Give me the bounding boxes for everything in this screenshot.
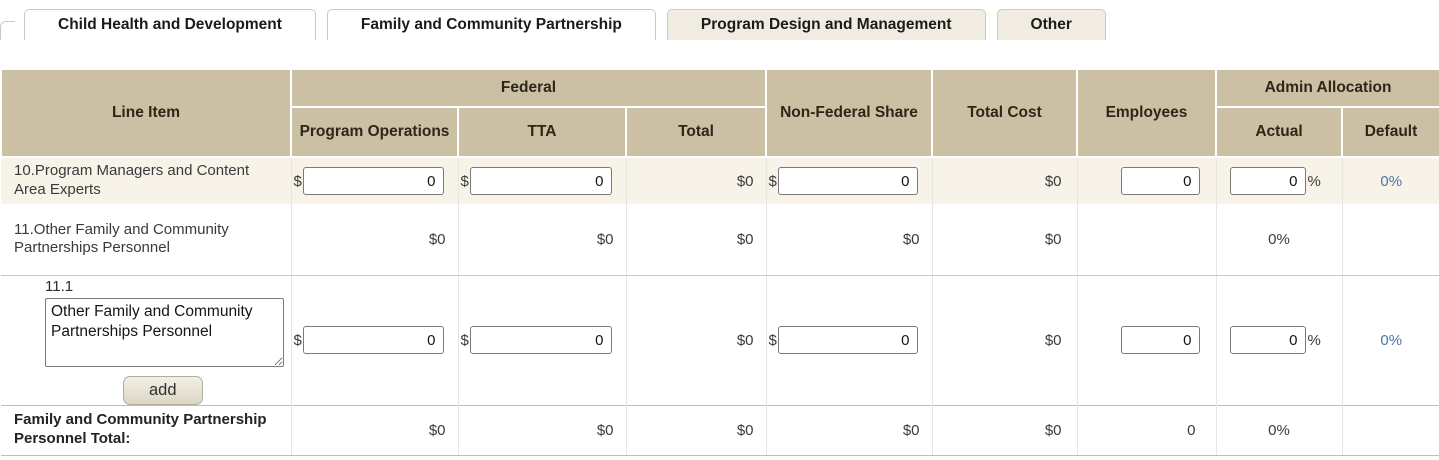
- row10-default-percent-link[interactable]: 0%: [1380, 172, 1403, 190]
- total-employees-value: 0: [1076, 404, 1216, 456]
- row11-1-federal-total-value: $0: [625, 275, 766, 405]
- dollar-sign: $: [293, 331, 302, 349]
- col-header-tta: TTA: [457, 106, 627, 158]
- percent-sign: %: [1307, 172, 1321, 190]
- tab-family-and-community-partnership[interactable]: Family and Community Partnership: [326, 9, 656, 40]
- col-header-line-item: Line Item: [0, 68, 292, 158]
- row11-federal-total-value: $0: [625, 204, 766, 276]
- dollar-sign: $: [460, 331, 469, 349]
- row10-total-cost-value: $0: [931, 157, 1077, 204]
- add-button[interactable]: add: [123, 375, 203, 405]
- col-header-default: Default: [1341, 106, 1439, 158]
- tab-bar: Child Health and Development Family and …: [0, 0, 1439, 40]
- row11-program-operations-value: $0: [290, 204, 458, 276]
- total-total-cost-value: $0: [931, 404, 1077, 456]
- row11-line-item-label: 11.Other Family and Community Partnershi…: [1, 204, 291, 276]
- row10-employees-input[interactable]: [1120, 167, 1200, 195]
- row11-1-description-textarea[interactable]: Other Family and Community Partnerships …: [45, 297, 284, 367]
- table-row-11: 11.Other Family and Community Partnershi…: [1, 204, 1439, 276]
- dollar-sign: $: [460, 172, 469, 190]
- row11-total-cost-value: $0: [931, 204, 1077, 276]
- col-header-employees: Employees: [1076, 68, 1217, 158]
- row11-actual-percent-value: 0%: [1215, 204, 1342, 276]
- col-header-federal: Federal: [290, 68, 767, 108]
- col-header-admin-allocation: Admin Allocation: [1215, 68, 1439, 108]
- table-row-total: Family and Community Partnership Personn…: [1, 404, 1439, 456]
- tab-other[interactable]: Other: [996, 9, 1106, 40]
- row11-1-number-label: 11.1: [45, 277, 74, 295]
- table-row-10: 10.Program Managers and Content Area Exp…: [1, 157, 1439, 204]
- budget-table: Line Item Federal Non-Federal Share Tota…: [0, 68, 1439, 456]
- dollar-sign: $: [768, 331, 777, 349]
- total-actual-percent-value: 0%: [1215, 404, 1342, 456]
- row11-1-employees-input[interactable]: [1120, 326, 1200, 354]
- row10-federal-total-value: $0: [625, 157, 766, 204]
- row11-1-program-operations-input[interactable]: [302, 326, 444, 354]
- row11-1-default-percent-link[interactable]: 0%: [1380, 331, 1403, 349]
- row10-non-federal-share-input[interactable]: [777, 167, 918, 195]
- row11-1-tta-input[interactable]: [469, 326, 612, 354]
- percent-sign: %: [1307, 331, 1321, 349]
- col-header-program-operations: Program Operations: [290, 106, 459, 158]
- row11-1-actual-percent-input[interactable]: [1229, 326, 1306, 354]
- col-header-total-cost: Total Cost: [931, 68, 1078, 158]
- row10-line-item-label: 10.Program Managers and Content Area Exp…: [1, 157, 291, 204]
- total-program-operations-value: $0: [290, 404, 458, 456]
- total-tta-value: $0: [457, 404, 626, 456]
- dollar-sign: $: [293, 172, 302, 190]
- row11-non-federal-share-value: $0: [765, 204, 932, 276]
- col-header-actual: Actual: [1215, 106, 1343, 158]
- row11-tta-value: $0: [457, 204, 626, 276]
- col-header-non-federal-share: Non-Federal Share: [765, 68, 933, 158]
- total-federal-total-value: $0: [625, 404, 766, 456]
- table-row-11-1: 11.1 Other Family and Community Partners…: [1, 275, 1439, 405]
- col-header-total: Total: [625, 106, 767, 158]
- total-non-federal-share-value: $0: [765, 404, 932, 456]
- tab-stub: [0, 21, 15, 40]
- tab-program-design-and-management[interactable]: Program Design and Management: [666, 9, 986, 40]
- tab-child-health-and-development[interactable]: Child Health and Development: [24, 9, 316, 40]
- row10-program-operations-input[interactable]: [302, 167, 444, 195]
- row11-1-non-federal-share-input[interactable]: [777, 326, 918, 354]
- dollar-sign: $: [768, 172, 777, 190]
- row10-tta-input[interactable]: [469, 167, 612, 195]
- row11-1-total-cost-value: $0: [931, 275, 1077, 405]
- row10-actual-percent-input[interactable]: [1229, 167, 1306, 195]
- total-row-label: Family and Community Partnership Personn…: [1, 404, 291, 456]
